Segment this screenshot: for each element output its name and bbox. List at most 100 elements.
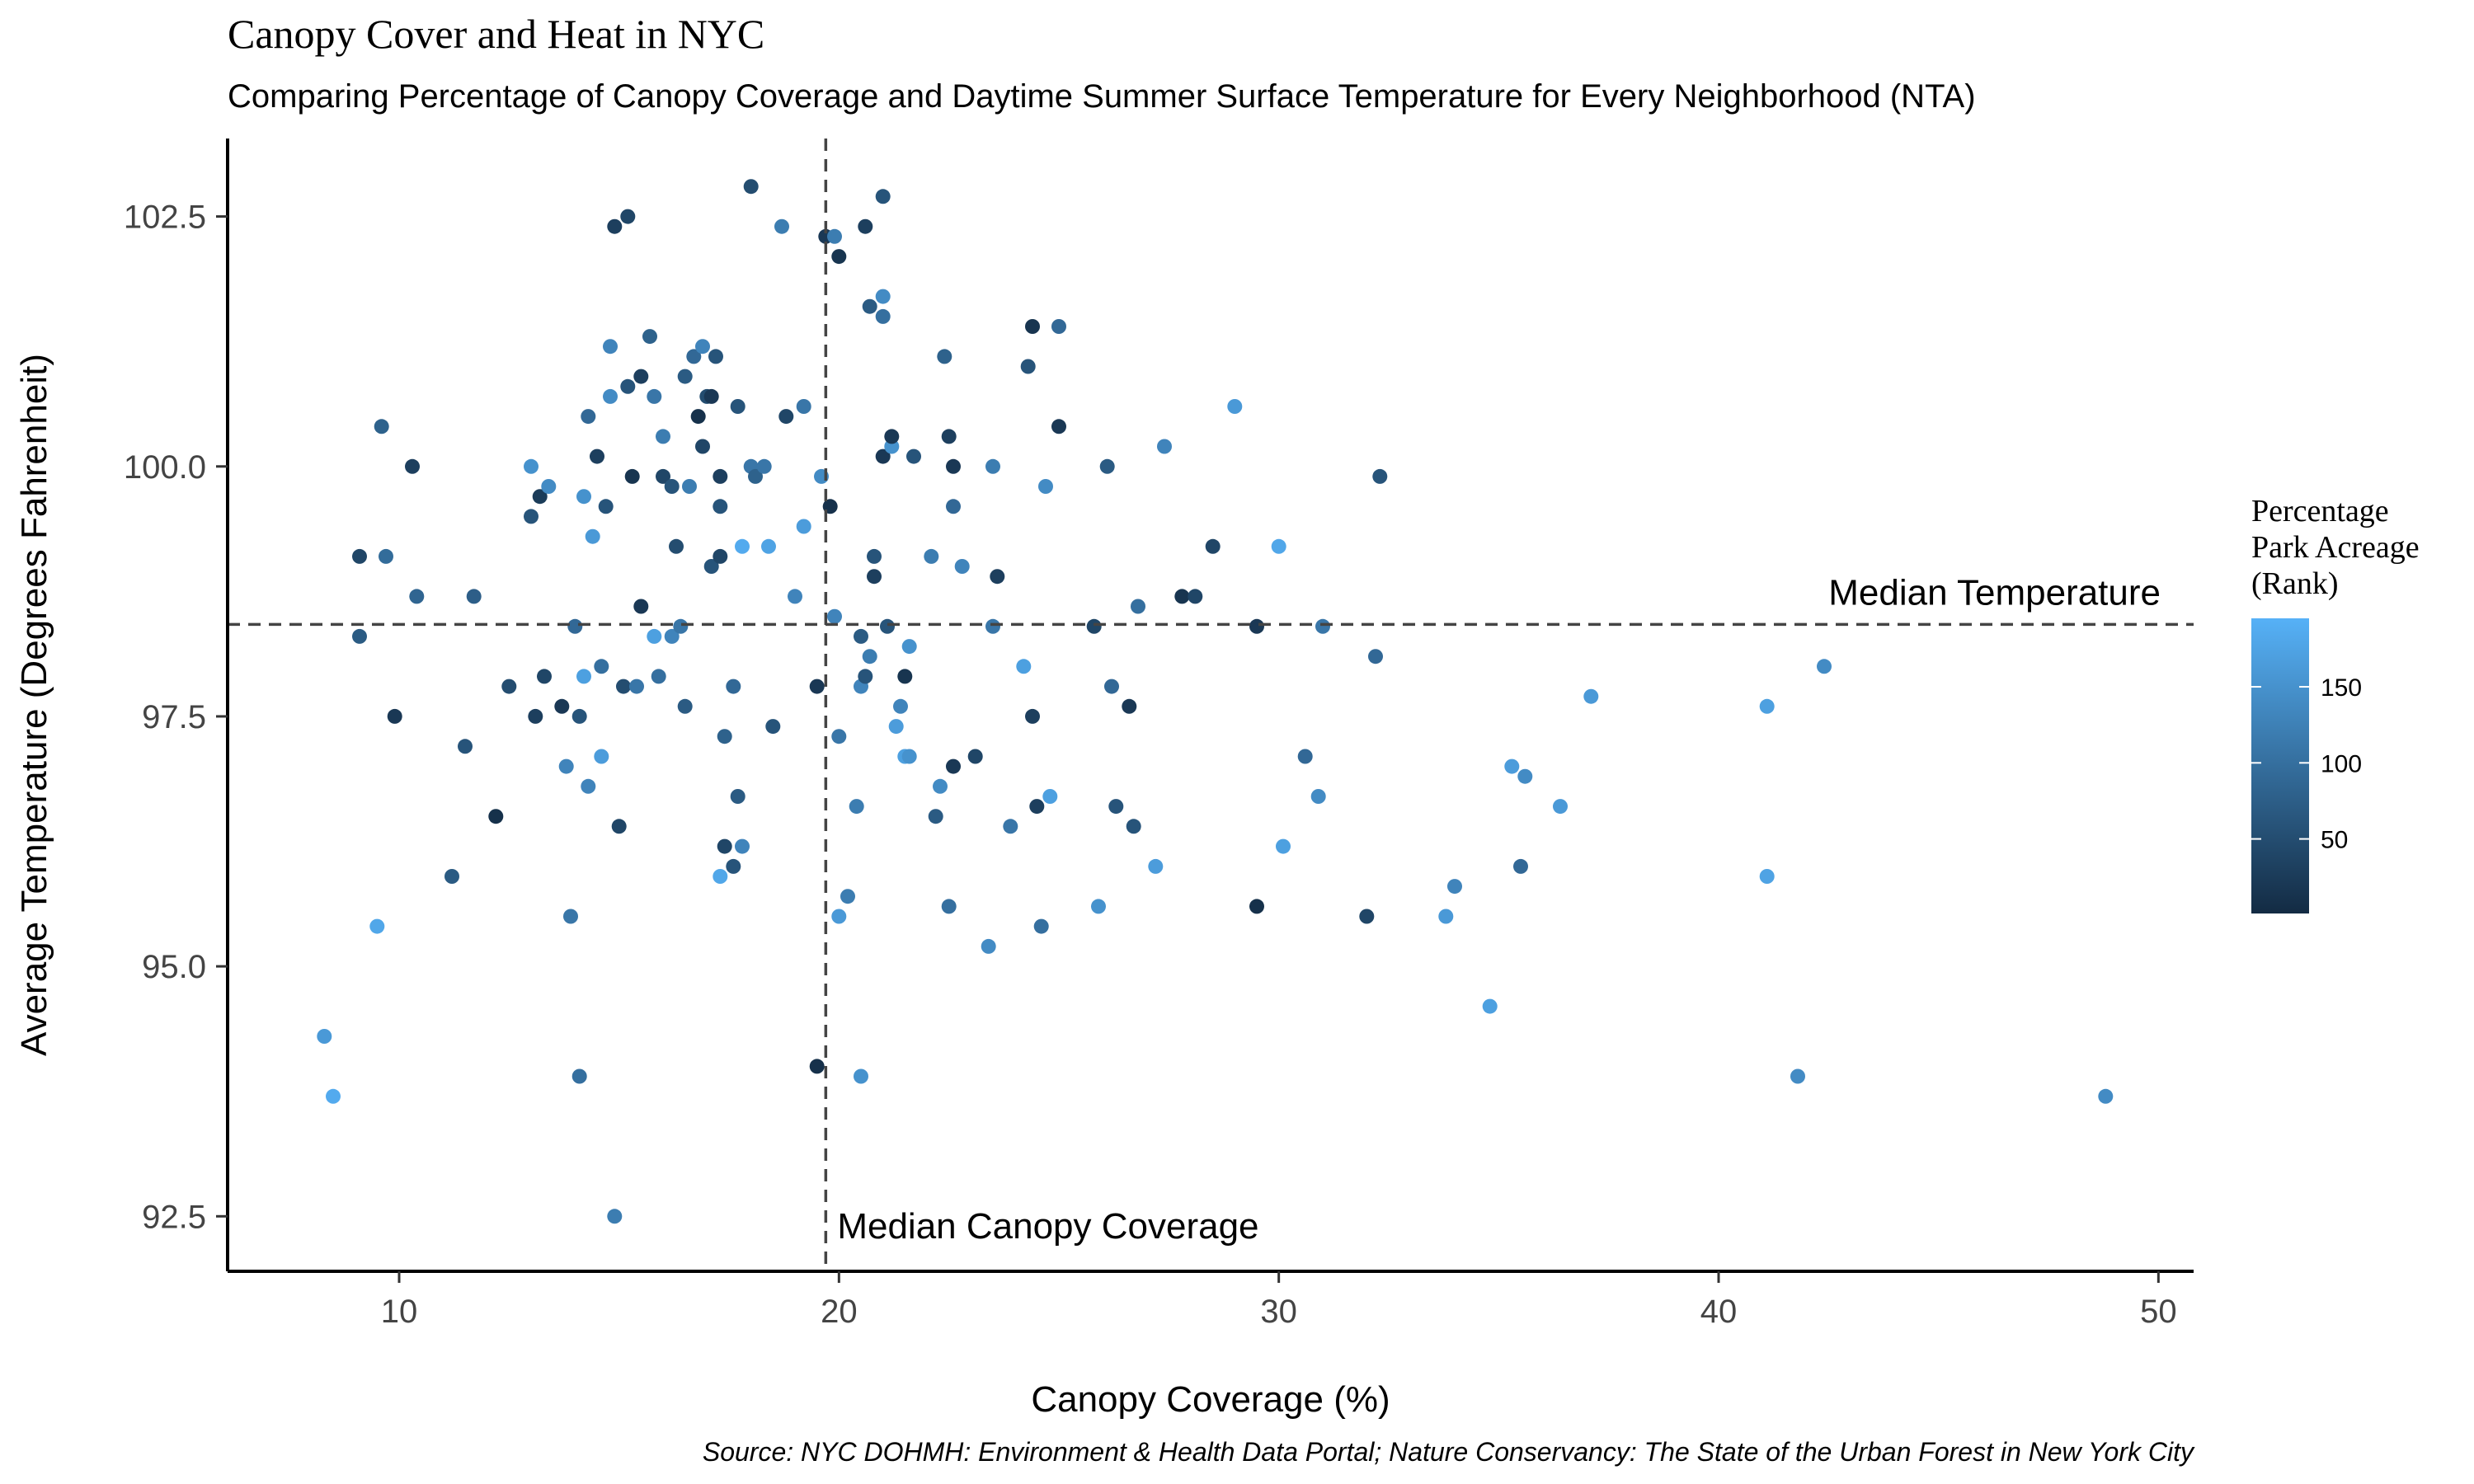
data-point: [761, 538, 776, 554]
data-point: [875, 289, 891, 304]
data-point: [317, 1029, 332, 1044]
data-point: [563, 909, 578, 924]
data-point: [1276, 838, 1291, 854]
data-point: [703, 388, 719, 404]
data-point: [796, 519, 811, 534]
data-point: [379, 548, 393, 564]
data-point: [528, 708, 543, 724]
data-point: [1131, 599, 1145, 614]
data-point: [458, 739, 473, 754]
x-tick-label: 30: [1260, 1294, 1297, 1330]
color-legend: Percentage Park Acreage (Rank) 50 100 150: [2251, 494, 2420, 913]
x-tick-label: 40: [1700, 1294, 1738, 1330]
data-point: [827, 608, 842, 624]
legend-ticks: 50 100 150: [2251, 674, 2362, 854]
y-ticks: 92.5 95.0 97.5 100.0 102.5: [124, 200, 228, 1235]
data-point: [840, 889, 855, 904]
data-point: [765, 719, 781, 735]
data-point: [1051, 419, 1066, 434]
data-point: [862, 298, 877, 314]
data-point: [1310, 789, 1326, 804]
data-point: [352, 628, 367, 644]
data-point: [1020, 359, 1036, 374]
points-layer: [317, 179, 2114, 1224]
data-point: [708, 349, 723, 364]
data-point: [524, 509, 539, 524]
data-point: [607, 1209, 623, 1224]
data-point: [633, 599, 649, 614]
chart-title: Canopy Cover and Heat in NYC: [228, 11, 764, 57]
median-temperature-label: Median Temperature: [1828, 572, 2161, 613]
data-point: [1513, 858, 1528, 874]
data-point: [858, 669, 873, 684]
data-point: [941, 899, 957, 914]
data-point: [620, 209, 636, 224]
data-point: [967, 749, 983, 764]
data-point: [624, 468, 640, 484]
data-point: [647, 388, 662, 404]
data-point: [897, 669, 913, 684]
median-canopy-label: Median Canopy Coverage: [837, 1206, 1258, 1247]
x-tick-label: 50: [2140, 1294, 2177, 1330]
data-point: [849, 799, 864, 815]
data-point: [664, 479, 680, 494]
data-point: [713, 869, 728, 884]
data-point: [656, 429, 670, 444]
data-point: [946, 458, 961, 474]
data-point: [809, 679, 825, 694]
data-point: [571, 708, 587, 724]
data-point: [673, 618, 689, 634]
data-point: [1759, 869, 1775, 884]
data-point: [594, 659, 609, 674]
data-point: [444, 869, 459, 884]
data-point: [1504, 758, 1520, 774]
data-point: [405, 458, 420, 474]
data-point: [1091, 899, 1106, 914]
data-point: [1205, 538, 1221, 554]
data-point: [581, 778, 596, 794]
data-point: [831, 729, 847, 744]
data-point: [1025, 708, 1040, 724]
data-point: [664, 628, 680, 644]
data-point: [1033, 918, 1049, 934]
data-point: [409, 589, 425, 604]
data-point: [1126, 819, 1141, 834]
data-point: [875, 189, 891, 204]
data-point: [713, 499, 728, 514]
data-point: [585, 528, 600, 544]
y-axis-label: Average Temperature (Degrees Fahrenheit): [14, 354, 54, 1056]
data-point: [735, 538, 750, 554]
data-point: [867, 548, 882, 564]
data-point: [941, 429, 957, 444]
data-point: [576, 669, 591, 684]
data-point: [990, 569, 1005, 585]
data-point: [1188, 589, 1203, 604]
data-point: [677, 698, 693, 714]
data-point: [1249, 618, 1264, 634]
data-point: [629, 679, 644, 694]
data-point: [1438, 909, 1454, 924]
data-point: [703, 559, 719, 574]
data-point: [1016, 659, 1032, 674]
y-tick-label: 97.5: [142, 699, 206, 735]
x-tick-label: 10: [381, 1294, 418, 1330]
data-point: [501, 679, 517, 694]
data-point: [1482, 998, 1498, 1014]
data-point: [532, 489, 548, 505]
legend-tick-label: 100: [2321, 750, 2362, 777]
x-tick-label: 20: [821, 1294, 858, 1330]
data-point: [690, 409, 706, 425]
data-point: [933, 778, 948, 794]
data-point: [603, 388, 618, 404]
data-point: [928, 809, 943, 824]
data-point: [1086, 618, 1102, 634]
data-point: [901, 749, 917, 764]
data-point: [352, 548, 367, 564]
data-point: [946, 499, 961, 514]
data-point: [954, 559, 970, 574]
data-point: [717, 838, 732, 854]
data-point: [981, 938, 996, 954]
data-point: [571, 1068, 587, 1084]
data-point: [1447, 879, 1462, 895]
data-point: [743, 179, 759, 195]
